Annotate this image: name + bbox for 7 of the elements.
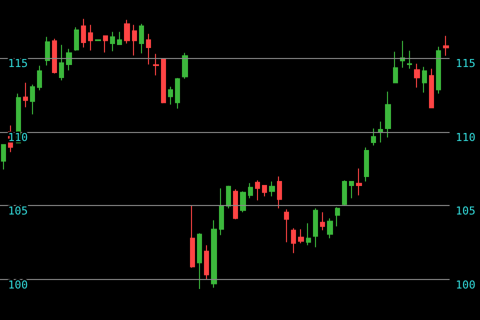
y-tick-label: 115 [8,57,28,70]
y-tick-label: 105 [8,204,28,218]
y2-tick-label: 100 [456,278,476,292]
y2-tick-label: 105 [456,204,476,218]
y2-tick-label: 110 [456,130,476,144]
y-tick-label: 100 [8,278,28,292]
y2-tick-label: 115 [456,57,476,70]
